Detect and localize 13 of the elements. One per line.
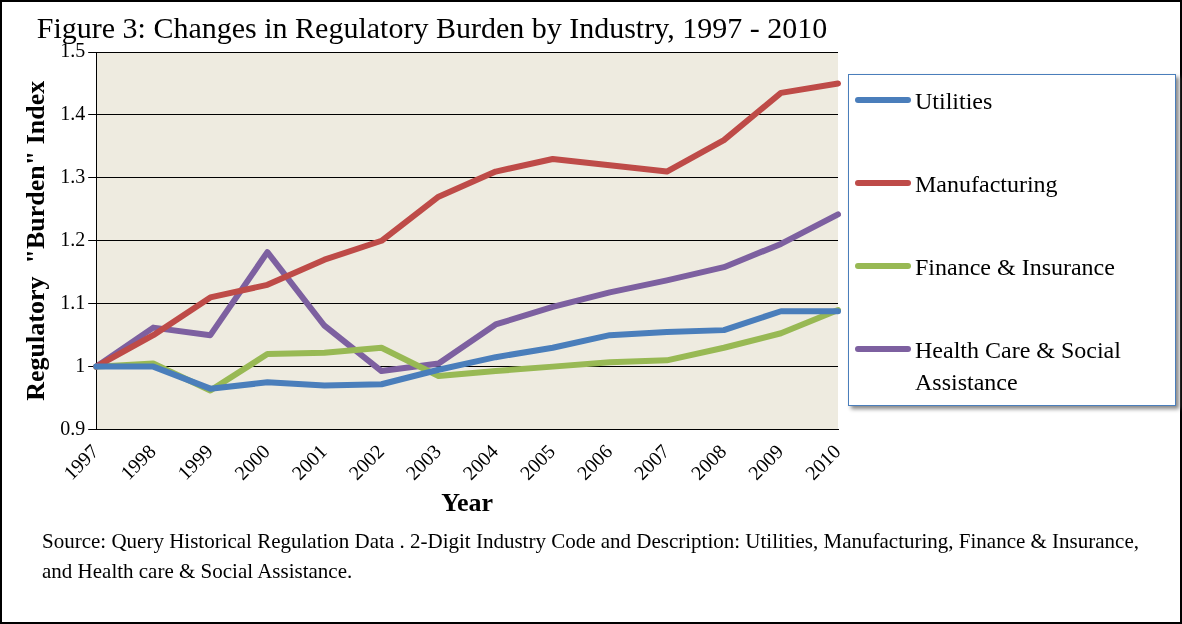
y-tick-label: 1.1 <box>60 290 86 313</box>
y-axis-title: Regulatory "Burden" Index <box>21 80 51 401</box>
y-tick-label: 1 <box>75 353 86 376</box>
y-tick-label: 1.4 <box>60 102 86 125</box>
legend-label: Finance & Insurance <box>915 253 1115 282</box>
legend-label: Health Care & Social Assistance <box>915 336 1122 397</box>
legend-label: Manufacturing <box>915 170 1058 199</box>
y-tick-label: 1.3 <box>60 165 86 188</box>
source-note: Source: Query Historical Regulation Data . 2-Digit Industry Code and Description: Utilities, Manufacturing, Finance & Insurance, and Health care & Social Assistance. <box>42 528 1140 585</box>
y-tick-label: 0.9 <box>60 416 86 439</box>
legend-label: Utilities <box>915 87 993 116</box>
y-tick-label: 1.2 <box>60 228 86 251</box>
x-axis-title: Year <box>441 488 494 518</box>
